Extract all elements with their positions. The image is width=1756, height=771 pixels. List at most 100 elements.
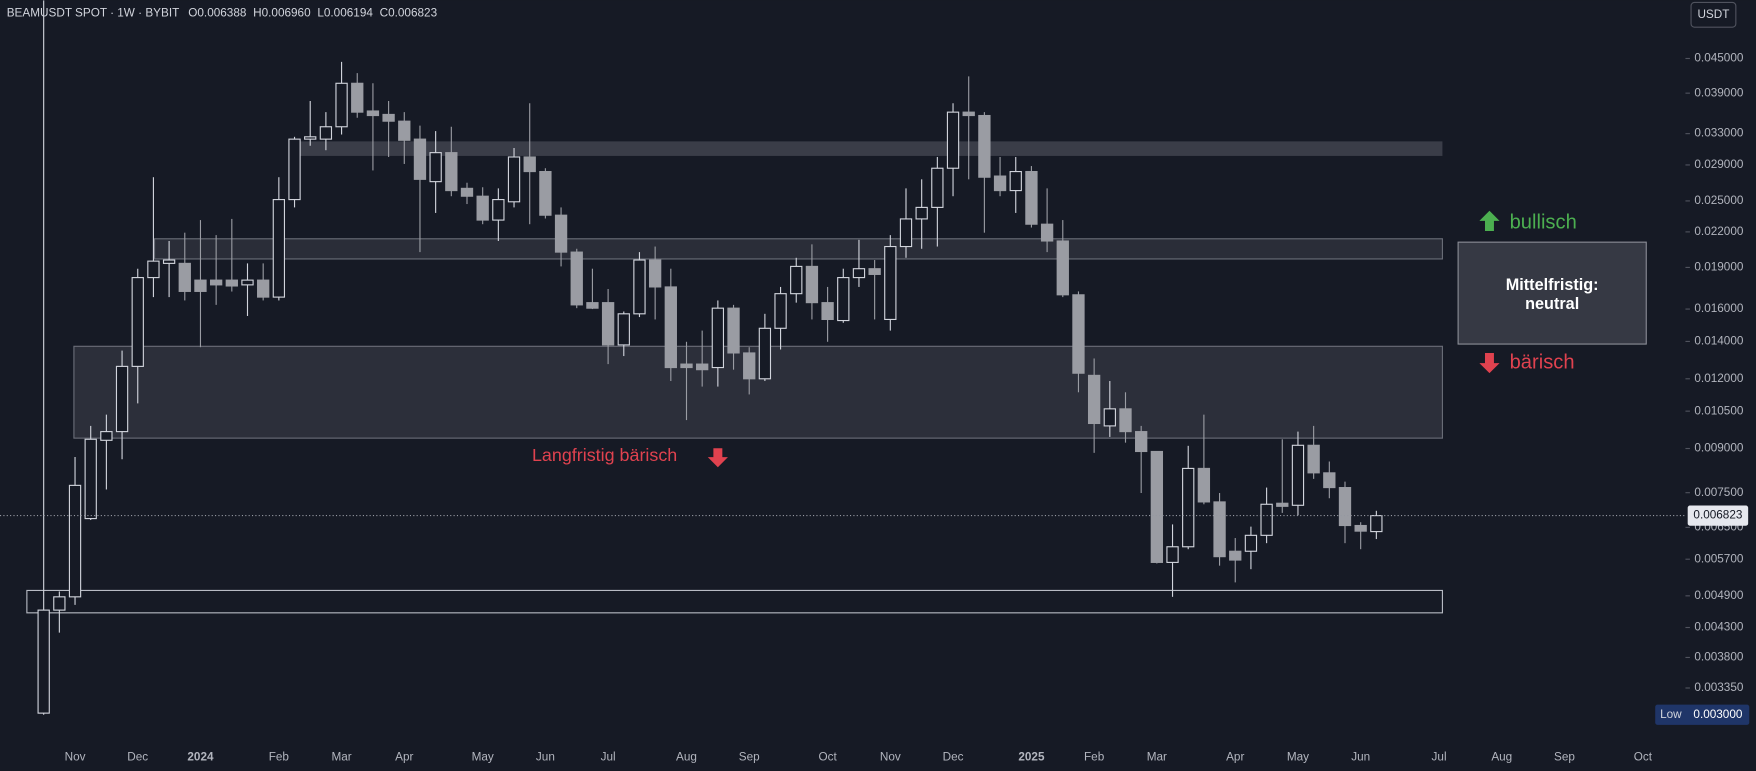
x-tick-label: Jul	[1432, 750, 1447, 763]
y-tick-label: 0.039000	[1694, 86, 1743, 99]
y-tick-label: 0.014000	[1694, 335, 1743, 348]
candle-body	[1009, 170, 1022, 192]
ohlc: H0.006960	[253, 7, 311, 20]
candle-body	[1197, 467, 1211, 503]
y-tick-label: 0.005700	[1694, 552, 1743, 565]
candle-body	[931, 167, 944, 208]
candle-body	[1323, 472, 1336, 489]
y-tick-label: 0.022000	[1694, 225, 1743, 238]
candle-body	[84, 438, 97, 520]
candle-body	[413, 138, 427, 180]
candle-body	[115, 365, 129, 433]
symbol: BEAMUSDT SPOT · 1W · BYBIT	[7, 7, 180, 20]
last-price-label: 0.006823	[1693, 509, 1742, 522]
candle-body	[1119, 408, 1132, 433]
y-tick-label: 0.033000	[1694, 127, 1743, 140]
candle-body	[398, 120, 411, 141]
candle-body	[288, 138, 301, 201]
x-tick-label: Oct	[818, 750, 837, 763]
candle-body	[1040, 223, 1054, 242]
x-tick-label: Oct	[1634, 750, 1653, 763]
x-tick-label: 2024	[187, 750, 214, 763]
low-marker-label: Low	[1660, 708, 1682, 721]
candle-body	[209, 279, 223, 286]
x-tick-label: Jul	[601, 750, 616, 763]
candle-body	[743, 352, 756, 380]
x-tick-label: Aug	[1491, 750, 1512, 763]
candle-body	[1056, 240, 1069, 296]
candle-body	[978, 114, 991, 178]
chart-header: BEAMUSDT SPOT · 1W · BYBIT O0.006388 H0.00…	[7, 7, 438, 20]
candle-body	[696, 363, 709, 371]
candle-body	[1135, 431, 1148, 453]
ohlc: L0.006194	[317, 7, 373, 20]
outlook-text: neutral	[1525, 295, 1579, 313]
candle-body	[178, 262, 191, 292]
zone	[73, 345, 1443, 439]
candle-body	[1072, 294, 1085, 374]
candle-body	[507, 156, 521, 203]
overlay: 0.045000 0.039000 0.033000 0.029000 0.025000…	[0, 52, 1750, 763]
candles	[37, 0, 1383, 715]
candle-body	[194, 279, 207, 292]
candle-body	[1229, 550, 1242, 561]
candle-body	[382, 113, 395, 122]
x-tick-label: May	[472, 750, 494, 763]
y-tick-label: 0.029000	[1694, 158, 1743, 171]
x-tick-label: Aug	[676, 750, 697, 763]
candle-body	[131, 277, 144, 367]
y-tick-label: 0.003350	[1694, 681, 1743, 694]
candle-body	[272, 199, 286, 298]
x-tick-label: Apr	[1226, 750, 1244, 763]
annotation-bearish: bärisch	[1510, 351, 1575, 373]
candle-body	[648, 259, 662, 288]
y-tick-label: 0.007500	[1694, 486, 1743, 499]
x-tick-label: Dec	[127, 750, 148, 763]
candle-body	[523, 156, 536, 173]
candle-body	[304, 136, 317, 140]
candle-body	[884, 245, 897, 320]
candle-body	[727, 307, 740, 354]
x-tick-label: Sep	[1554, 750, 1575, 763]
candle-body	[460, 187, 474, 197]
x-tick-label: Feb	[1084, 750, 1105, 763]
candle-body	[1166, 546, 1179, 563]
currency-box[interactable]	[1690, 1, 1737, 28]
candle-body	[351, 82, 364, 113]
candle-body	[68, 484, 82, 598]
y-tick-label: 0.019000	[1694, 261, 1743, 274]
candle-body	[1260, 503, 1273, 536]
zones	[26, 141, 1443, 614]
candle-body	[1370, 515, 1383, 533]
candle-body	[1338, 487, 1352, 527]
x-tick-label: Jun	[536, 750, 555, 763]
y-tick-label: 0.016000	[1694, 302, 1743, 315]
candle-body	[570, 251, 583, 306]
candle-body	[586, 302, 599, 309]
y-tick-label: 0.004300	[1694, 621, 1743, 634]
candle-body	[1087, 374, 1101, 425]
candle-body	[680, 363, 693, 369]
x-tick-label: May	[1287, 750, 1309, 763]
candle-body	[899, 218, 913, 248]
candle-body	[1276, 502, 1289, 507]
y-tick-label: 0.045000	[1694, 52, 1743, 65]
candle-body	[1213, 501, 1226, 558]
annotations: Langfristig bärisch bullisch Mittelfrist…	[532, 210, 1647, 468]
annotation-bullish: bullisch	[1510, 211, 1577, 233]
y-tick-label: 0.009000	[1694, 442, 1743, 455]
candle-body	[664, 286, 677, 369]
last-price-box	[1687, 505, 1749, 526]
candle-body	[821, 302, 834, 320]
x-tick-label: Feb	[269, 750, 290, 763]
candle-body	[53, 596, 66, 611]
arrow-down	[1479, 353, 1500, 374]
low-marker-value: 0.003000	[1693, 708, 1742, 721]
low-marker	[1655, 704, 1750, 725]
candle-body	[962, 111, 975, 117]
candle-body	[429, 152, 442, 183]
currency[interactable]: USDT	[1697, 8, 1729, 21]
candle-body	[1182, 467, 1195, 548]
